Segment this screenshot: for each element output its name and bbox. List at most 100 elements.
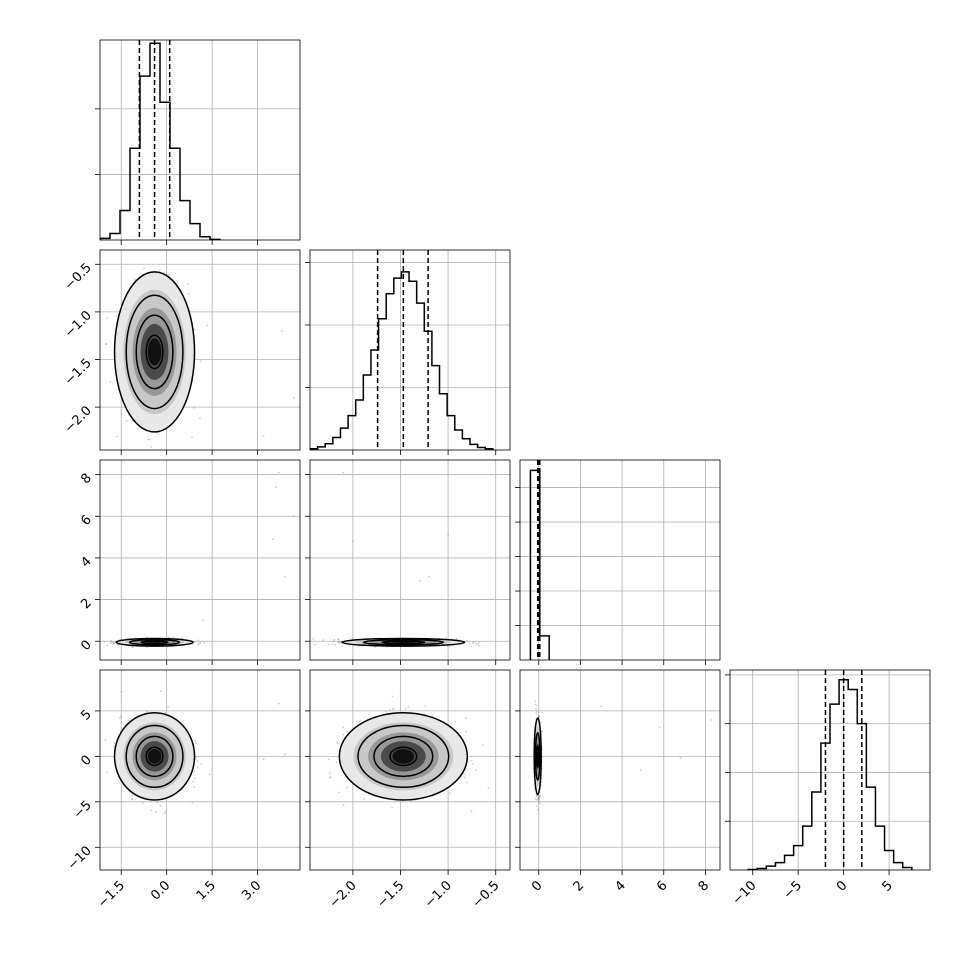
y-tick-label: 0	[78, 753, 94, 769]
sample-point	[195, 756, 197, 759]
contour-level-1	[534, 731, 541, 781]
sample-point	[538, 716, 540, 719]
sample-point	[339, 641, 342, 644]
sample-point	[193, 407, 196, 409]
sample-point	[410, 800, 413, 802]
contour-level-3	[113, 711, 196, 801]
sample-point	[535, 794, 538, 797]
sample-point	[536, 795, 539, 797]
sample-point	[168, 273, 171, 276]
sample-point	[150, 446, 153, 448]
sample-point	[105, 343, 108, 345]
outlier-point	[342, 471, 345, 474]
sample-point	[464, 730, 467, 733]
sample-point	[388, 709, 391, 711]
histogram-bars-0	[100, 42, 221, 240]
sample-point	[120, 690, 123, 693]
sample-point	[193, 770, 196, 773]
y-tick-label: 0	[78, 637, 94, 653]
sample-point	[476, 643, 479, 645]
contour-level-0	[535, 744, 540, 769]
x-tick-label: 6	[654, 878, 670, 894]
histogram-panel-3	[725, 669, 931, 871]
panel-frame	[99, 459, 301, 661]
sample-point	[336, 741, 339, 744]
sample-point	[136, 464, 138, 466]
y-tick-label: 5	[78, 707, 94, 723]
sample-point	[328, 772, 331, 775]
panel-content	[100, 460, 300, 660]
panel-frame	[99, 39, 301, 241]
sample-point	[455, 638, 458, 640]
sample-point	[159, 804, 162, 807]
outlier-point	[418, 579, 421, 582]
sample-point	[535, 707, 537, 710]
sample-point	[103, 640, 106, 643]
histogram-panel-1	[305, 249, 511, 451]
sample-point	[167, 706, 170, 708]
outlier-point	[710, 719, 713, 721]
sample-point	[104, 739, 107, 742]
sample-point	[131, 798, 133, 801]
sample-point	[113, 642, 115, 645]
contour-level-1	[128, 639, 181, 646]
sample-point	[196, 766, 199, 768]
sample-point	[208, 773, 211, 776]
histogram-bars-3	[747, 679, 913, 870]
sample-point	[144, 485, 146, 487]
x-tick-label: −1.5	[95, 878, 128, 911]
sample-point	[471, 763, 474, 765]
sample-point	[193, 786, 196, 789]
sample-point	[535, 712, 538, 715]
sample-point	[146, 242, 148, 244]
sample-point	[537, 796, 540, 799]
sample-point	[112, 641, 115, 644]
panel-content	[100, 242, 300, 487]
y-tick-label: 8	[78, 471, 94, 487]
x-tick-label: 3.0	[239, 878, 264, 903]
sample-point	[322, 639, 325, 642]
sample-point	[424, 705, 427, 707]
sample-point	[534, 703, 537, 706]
outlier-point	[280, 330, 283, 332]
x-tick-label: 0.0	[148, 878, 173, 903]
x-tick-label: 5	[879, 878, 895, 894]
y-tick-label: −2.0	[62, 403, 95, 436]
sample-point	[194, 777, 196, 779]
sample-point	[115, 315, 118, 318]
sample-point	[537, 808, 539, 811]
sample-point	[391, 806, 394, 809]
panel-content	[310, 460, 510, 660]
scatter-panel-1-3	[309, 669, 511, 871]
panel-content	[100, 670, 300, 870]
sample-point	[313, 643, 316, 646]
sample-point	[148, 438, 151, 441]
sample-point	[125, 419, 128, 422]
sample-point	[537, 715, 540, 717]
x-tick-label: 1.5	[194, 878, 219, 903]
sample-point	[130, 794, 133, 796]
sample-point	[535, 710, 538, 713]
sample-point	[338, 791, 340, 794]
sample-point	[538, 798, 540, 800]
sample-point	[466, 639, 468, 642]
density-level-4	[392, 748, 415, 764]
contour-level-2	[533, 717, 542, 796]
sample-point	[199, 641, 202, 644]
outlier-point	[262, 758, 265, 760]
sample-point	[109, 381, 112, 383]
sample-point	[136, 427, 139, 430]
density-level-4	[148, 641, 162, 643]
outlier-point	[283, 753, 286, 756]
sample-point	[336, 640, 339, 643]
sample-point	[537, 715, 540, 718]
scatter-panel-1-2	[309, 459, 511, 661]
y-tick-label: −0.5	[62, 261, 95, 294]
sample-point	[146, 646, 148, 649]
scatter-panel-0-3	[99, 669, 301, 871]
sample-point	[337, 638, 340, 641]
sample-point	[535, 704, 538, 707]
sample-point	[159, 690, 162, 693]
sample-point	[128, 719, 131, 722]
